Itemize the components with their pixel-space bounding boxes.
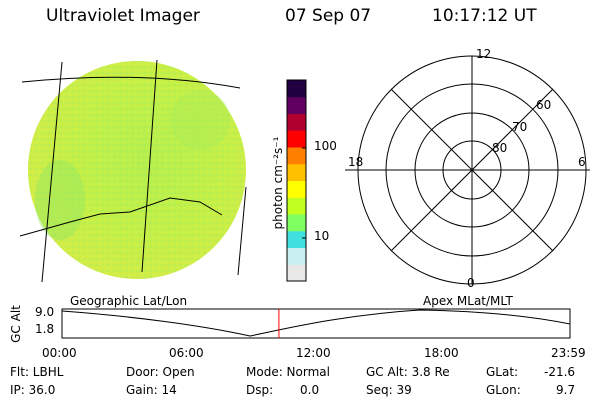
x-tick-2359: 23:59 xyxy=(551,346,586,360)
mlt-label-12: 12 xyxy=(476,47,492,61)
x-tick-1200: 12:00 xyxy=(296,346,331,360)
colorbar-segment xyxy=(287,113,306,131)
color-scale-bar xyxy=(286,79,307,282)
x-tick-0000: 00:00 xyxy=(42,346,77,360)
colorbar-segment xyxy=(287,147,306,165)
mlt-label-0: 0 xyxy=(467,276,475,290)
colorbar-tick-10: 10 xyxy=(314,229,330,243)
polar-plot xyxy=(345,55,590,285)
x-tick-0600: 06:00 xyxy=(169,346,204,360)
colorbar-border xyxy=(286,79,307,282)
lat-label-80: 80 xyxy=(492,141,508,155)
colorbar-segment xyxy=(287,247,306,265)
altitude-axis-label: GC Alt xyxy=(9,305,23,343)
altitude-y-min: 1.8 xyxy=(35,322,55,336)
dsp-value: 0.0 xyxy=(300,383,320,397)
altitude-y-max: 9.0 xyxy=(35,305,55,319)
x-tick-1800: 18:00 xyxy=(424,346,459,360)
seq-info: Seq: 39 xyxy=(366,383,412,397)
colorbar-tick-100: 100 xyxy=(314,139,337,153)
date-label: 07 Sep 07 xyxy=(285,6,372,26)
colorbar-unit-label: photon cm⁻²s⁻¹ xyxy=(271,136,285,230)
glat-value: -21.6 xyxy=(544,365,576,379)
door-info: Door: Open xyxy=(126,365,195,379)
apex-label: Apex MLat/MLT xyxy=(423,294,513,308)
lat-label-70: 70 xyxy=(512,120,528,134)
uv-image xyxy=(28,61,246,279)
glat-label: GLat: xyxy=(486,365,519,379)
glon-label: GLon: xyxy=(486,383,521,397)
glon-value: 9.7 xyxy=(556,383,576,397)
gain-info: Gain: 14 xyxy=(126,383,177,397)
gc-alt-info: GC Alt: 3.8 Re xyxy=(366,365,450,379)
filter-info: Flt: LBHL xyxy=(10,365,64,379)
colorbar-segment xyxy=(287,130,306,148)
colorbar-segment xyxy=(287,180,306,198)
colorbar-segment xyxy=(287,264,306,282)
colorbar-segment xyxy=(287,230,306,248)
ip-info: IP: 36.0 xyxy=(10,383,56,397)
colorbar-segment xyxy=(287,197,306,215)
time-label: 10:17:12 UT xyxy=(432,6,537,26)
geographic-label: Geographic Lat/Lon xyxy=(70,294,188,308)
altitude-plot xyxy=(61,308,571,339)
instrument-title: Ultraviolet Imager xyxy=(46,6,200,26)
colorbar-segment xyxy=(287,80,306,98)
lat-label-60: 60 xyxy=(536,98,552,112)
mlt-label-18: 18 xyxy=(348,155,364,169)
colorbar-segment xyxy=(287,214,306,232)
geographic-grid xyxy=(19,59,247,283)
colorbar-segment xyxy=(287,163,306,181)
colorbar-segment xyxy=(287,96,306,114)
mode-info: Mode: Normal xyxy=(246,365,330,379)
dsp-label: Dsp: xyxy=(246,383,274,397)
mlt-label-6: 6 xyxy=(578,155,586,169)
